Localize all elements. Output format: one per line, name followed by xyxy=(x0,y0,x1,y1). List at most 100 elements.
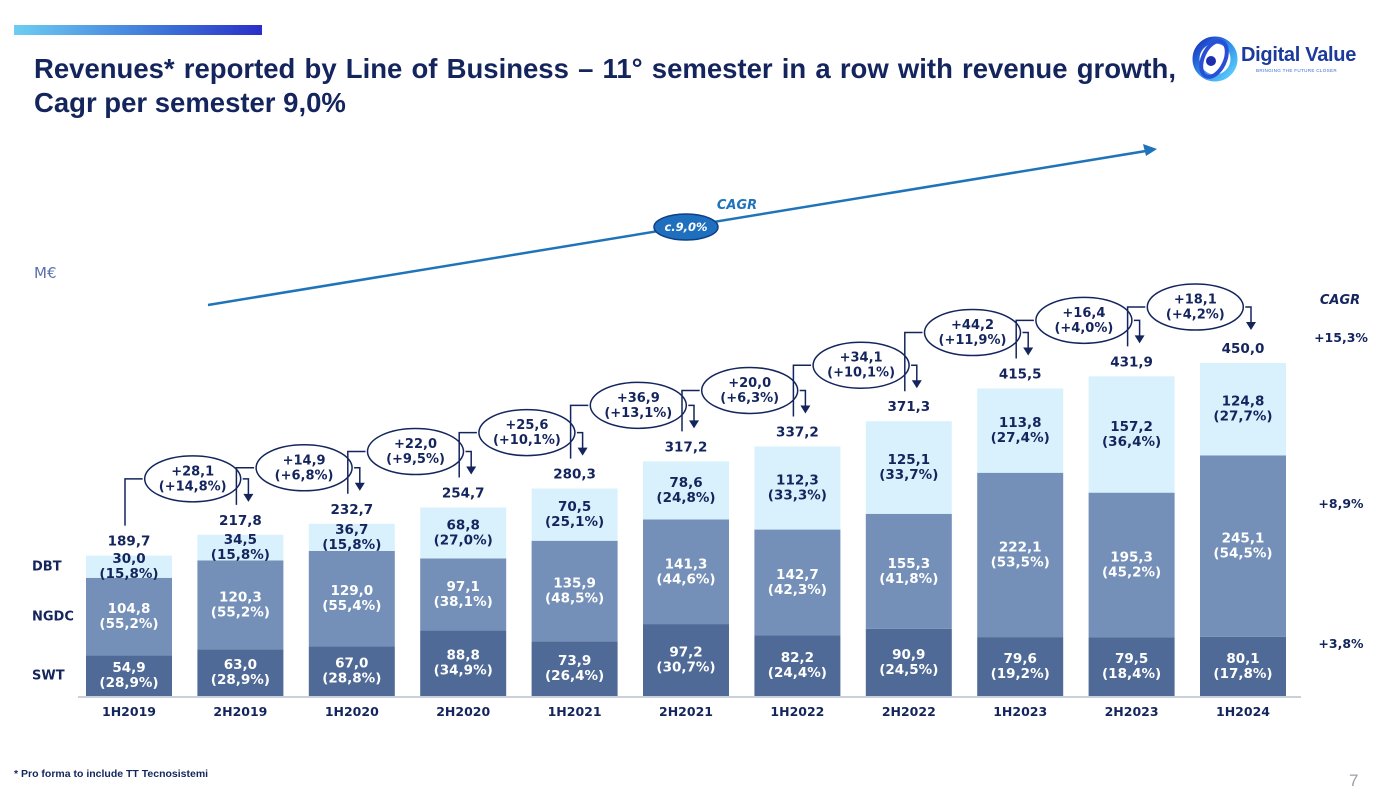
x-tick-1H2019: 1H2019 xyxy=(102,704,156,719)
data-label-dbt-1H2024: 124,8 (27,7%) xyxy=(1213,394,1272,425)
growth-arrowhead-7 xyxy=(1023,347,1034,356)
x-tick-1H2023: 1H2023 xyxy=(993,704,1047,719)
growth-connector-right-9 xyxy=(1245,306,1252,323)
growth-bubble-0 xyxy=(143,455,242,503)
data-label-swt-1H2020: 67,0 (28,8%) xyxy=(322,656,381,687)
bar-ngdc-1H2019 xyxy=(86,577,172,656)
bar-dbt-2H2020 xyxy=(420,507,507,559)
data-label-swt-2H2021: 97,2 (30,7%) xyxy=(656,645,715,676)
growth-connector-right-0 xyxy=(242,478,250,495)
data-label-dbt-1H2023: 113,8 (27,4%) xyxy=(991,415,1050,446)
growth-connector-right-6 xyxy=(911,364,918,382)
bar-swt-1H2019 xyxy=(86,655,172,696)
bar-swt-2H2022 xyxy=(865,628,952,696)
bar-ngdc-1H2020 xyxy=(308,550,395,647)
bar-ngdc-1H2021 xyxy=(531,540,618,642)
growth-connector-right-3 xyxy=(576,431,584,449)
bar-ngdc-1H2024 xyxy=(1200,455,1286,637)
data-label-dbt-1H2021: 70,5 (25,1%) xyxy=(545,499,604,530)
bar-swt-1H2021 xyxy=(531,641,618,696)
growth-connector-right-2 xyxy=(465,450,472,468)
data-label-ngdc-2H2019: 120,3 (55,2%) xyxy=(211,589,270,620)
bar-swt-2H2023 xyxy=(1088,637,1175,696)
data-label-ngdc-1H2024: 245,1 (54,5%) xyxy=(1213,531,1272,562)
growth-label-8: +16,4 (+4,0%) xyxy=(1054,306,1113,336)
bar-dbt-1H2019 xyxy=(86,555,172,578)
growth-connector-left-6 xyxy=(792,364,812,417)
page-title: Revenues* reported by Line of Business –… xyxy=(34,53,1176,118)
data-label-swt-2H2023: 79,5 (18,4%) xyxy=(1102,651,1161,682)
cagr-trend-arrowhead xyxy=(1143,144,1157,156)
total-label-1H2023: 415,5 xyxy=(999,367,1042,383)
growth-connector-left-9 xyxy=(1126,306,1146,347)
growth-connector-left-4 xyxy=(569,404,589,459)
bar-dbt-1H2024 xyxy=(1200,363,1286,456)
data-label-ngdc-2H2021: 141,3 (44,6%) xyxy=(656,556,715,587)
growth-connector-left-3 xyxy=(458,431,477,478)
growth-bubble-4 xyxy=(589,381,688,430)
bar-ngdc-2H2019 xyxy=(197,560,284,650)
bar-ngdc-1H2023 xyxy=(977,472,1064,638)
growth-label-6: +34,1 (+10,1%) xyxy=(827,351,895,381)
growth-arrowhead-4 xyxy=(689,420,699,429)
growth-connector-right-4 xyxy=(688,404,695,422)
bar-swt-1H2020 xyxy=(308,646,395,696)
bar-ngdc-1H2022 xyxy=(754,529,841,636)
bar-ngdc-2H2021 xyxy=(643,519,729,625)
unit-label: M€ xyxy=(34,264,57,282)
x-tick-1H2021: 1H2021 xyxy=(548,704,602,719)
data-label-swt-1H2023: 79,6 (19,2%) xyxy=(991,651,1050,682)
growth-bubble-2 xyxy=(366,427,465,476)
growth-arrowhead-3 xyxy=(577,447,588,456)
series-label-dbt: DBT xyxy=(32,560,62,575)
total-label-2H2019: 217,8 xyxy=(219,513,262,529)
company-logo: Digital Value BRINGING THE FUTURE CLOSER xyxy=(1190,32,1370,84)
growth-connector-left-2 xyxy=(347,450,366,494)
growth-bubble-1 xyxy=(255,444,353,492)
bar-ngdc-2H2020 xyxy=(420,558,507,631)
growth-connector-right-1 xyxy=(354,467,361,484)
data-label-swt-1H2021: 73,9 (26,4%) xyxy=(545,653,604,684)
growth-bubble-3 xyxy=(478,408,576,457)
bar-swt-2H2020 xyxy=(420,630,507,696)
data-label-swt-1H2019: 54,9 (28,9%) xyxy=(99,660,158,691)
data-label-dbt-2H2019: 34,5 (15,8%) xyxy=(211,532,270,563)
bar-dbt-1H2020 xyxy=(308,523,395,551)
footnote: * Pro forma to include TT Tecnosistemi xyxy=(14,768,209,780)
data-label-ngdc-2H2020: 97,1 (38,1%) xyxy=(434,579,493,610)
data-label-dbt-1H2020: 36,7 (15,8%) xyxy=(322,522,381,553)
x-tick-1H2020: 1H2020 xyxy=(325,704,379,719)
data-label-dbt-2H2023: 157,2 (36,4%) xyxy=(1102,419,1161,450)
total-label-2H2020: 254,7 xyxy=(442,486,485,502)
growth-connector-left-1 xyxy=(235,467,255,505)
data-label-ngdc-2H2022: 155,3 (41,8%) xyxy=(879,556,938,587)
growth-label-3: +25,6 (+10,1%) xyxy=(493,418,561,448)
logo-tagline: BRINGING THE FUTURE CLOSER xyxy=(1256,68,1337,73)
cagr-value-ngdc: +8,9% xyxy=(1318,496,1364,511)
data-label-ngdc-1H2020: 129,0 (55,4%) xyxy=(322,583,381,614)
bar-dbt-1H2023 xyxy=(977,388,1064,473)
series-label-swt: SWT xyxy=(32,669,65,684)
growth-label-4: +36,9 (+13,1%) xyxy=(604,391,672,421)
bar-swt-1H2024 xyxy=(1200,636,1286,696)
growth-arrowhead-6 xyxy=(911,380,922,389)
data-label-ngdc-2H2023: 195,3 (45,2%) xyxy=(1102,549,1161,580)
cagr-overall-value: c.9,0% xyxy=(664,220,707,234)
data-label-swt-1H2024: 80,1 (17,8%) xyxy=(1213,651,1272,682)
growth-connector-left-7 xyxy=(904,331,923,392)
top-accent-bar xyxy=(14,25,262,35)
data-label-dbt-2H2021: 78,6 (24,8%) xyxy=(656,475,715,506)
bar-dbt-2H2022 xyxy=(865,421,952,514)
cagr-value-dbt: +15,3% xyxy=(1314,330,1368,345)
data-label-dbt-2H2020: 68,8 (27,0%) xyxy=(434,517,493,548)
growth-label-1: +14,9 (+6,8%) xyxy=(275,453,334,483)
growth-bubble-9 xyxy=(1146,283,1245,331)
x-tick-2H2021: 2H2021 xyxy=(659,704,713,719)
growth-arrowhead-1 xyxy=(354,482,365,491)
x-tick-2H2022: 2H2022 xyxy=(882,704,936,719)
bar-swt-2H2019 xyxy=(197,649,284,696)
growth-bubble-8 xyxy=(1035,296,1133,345)
logo-wordmark: Digital Value xyxy=(1241,44,1357,66)
cagr-column-title: CAGR xyxy=(1320,293,1360,308)
